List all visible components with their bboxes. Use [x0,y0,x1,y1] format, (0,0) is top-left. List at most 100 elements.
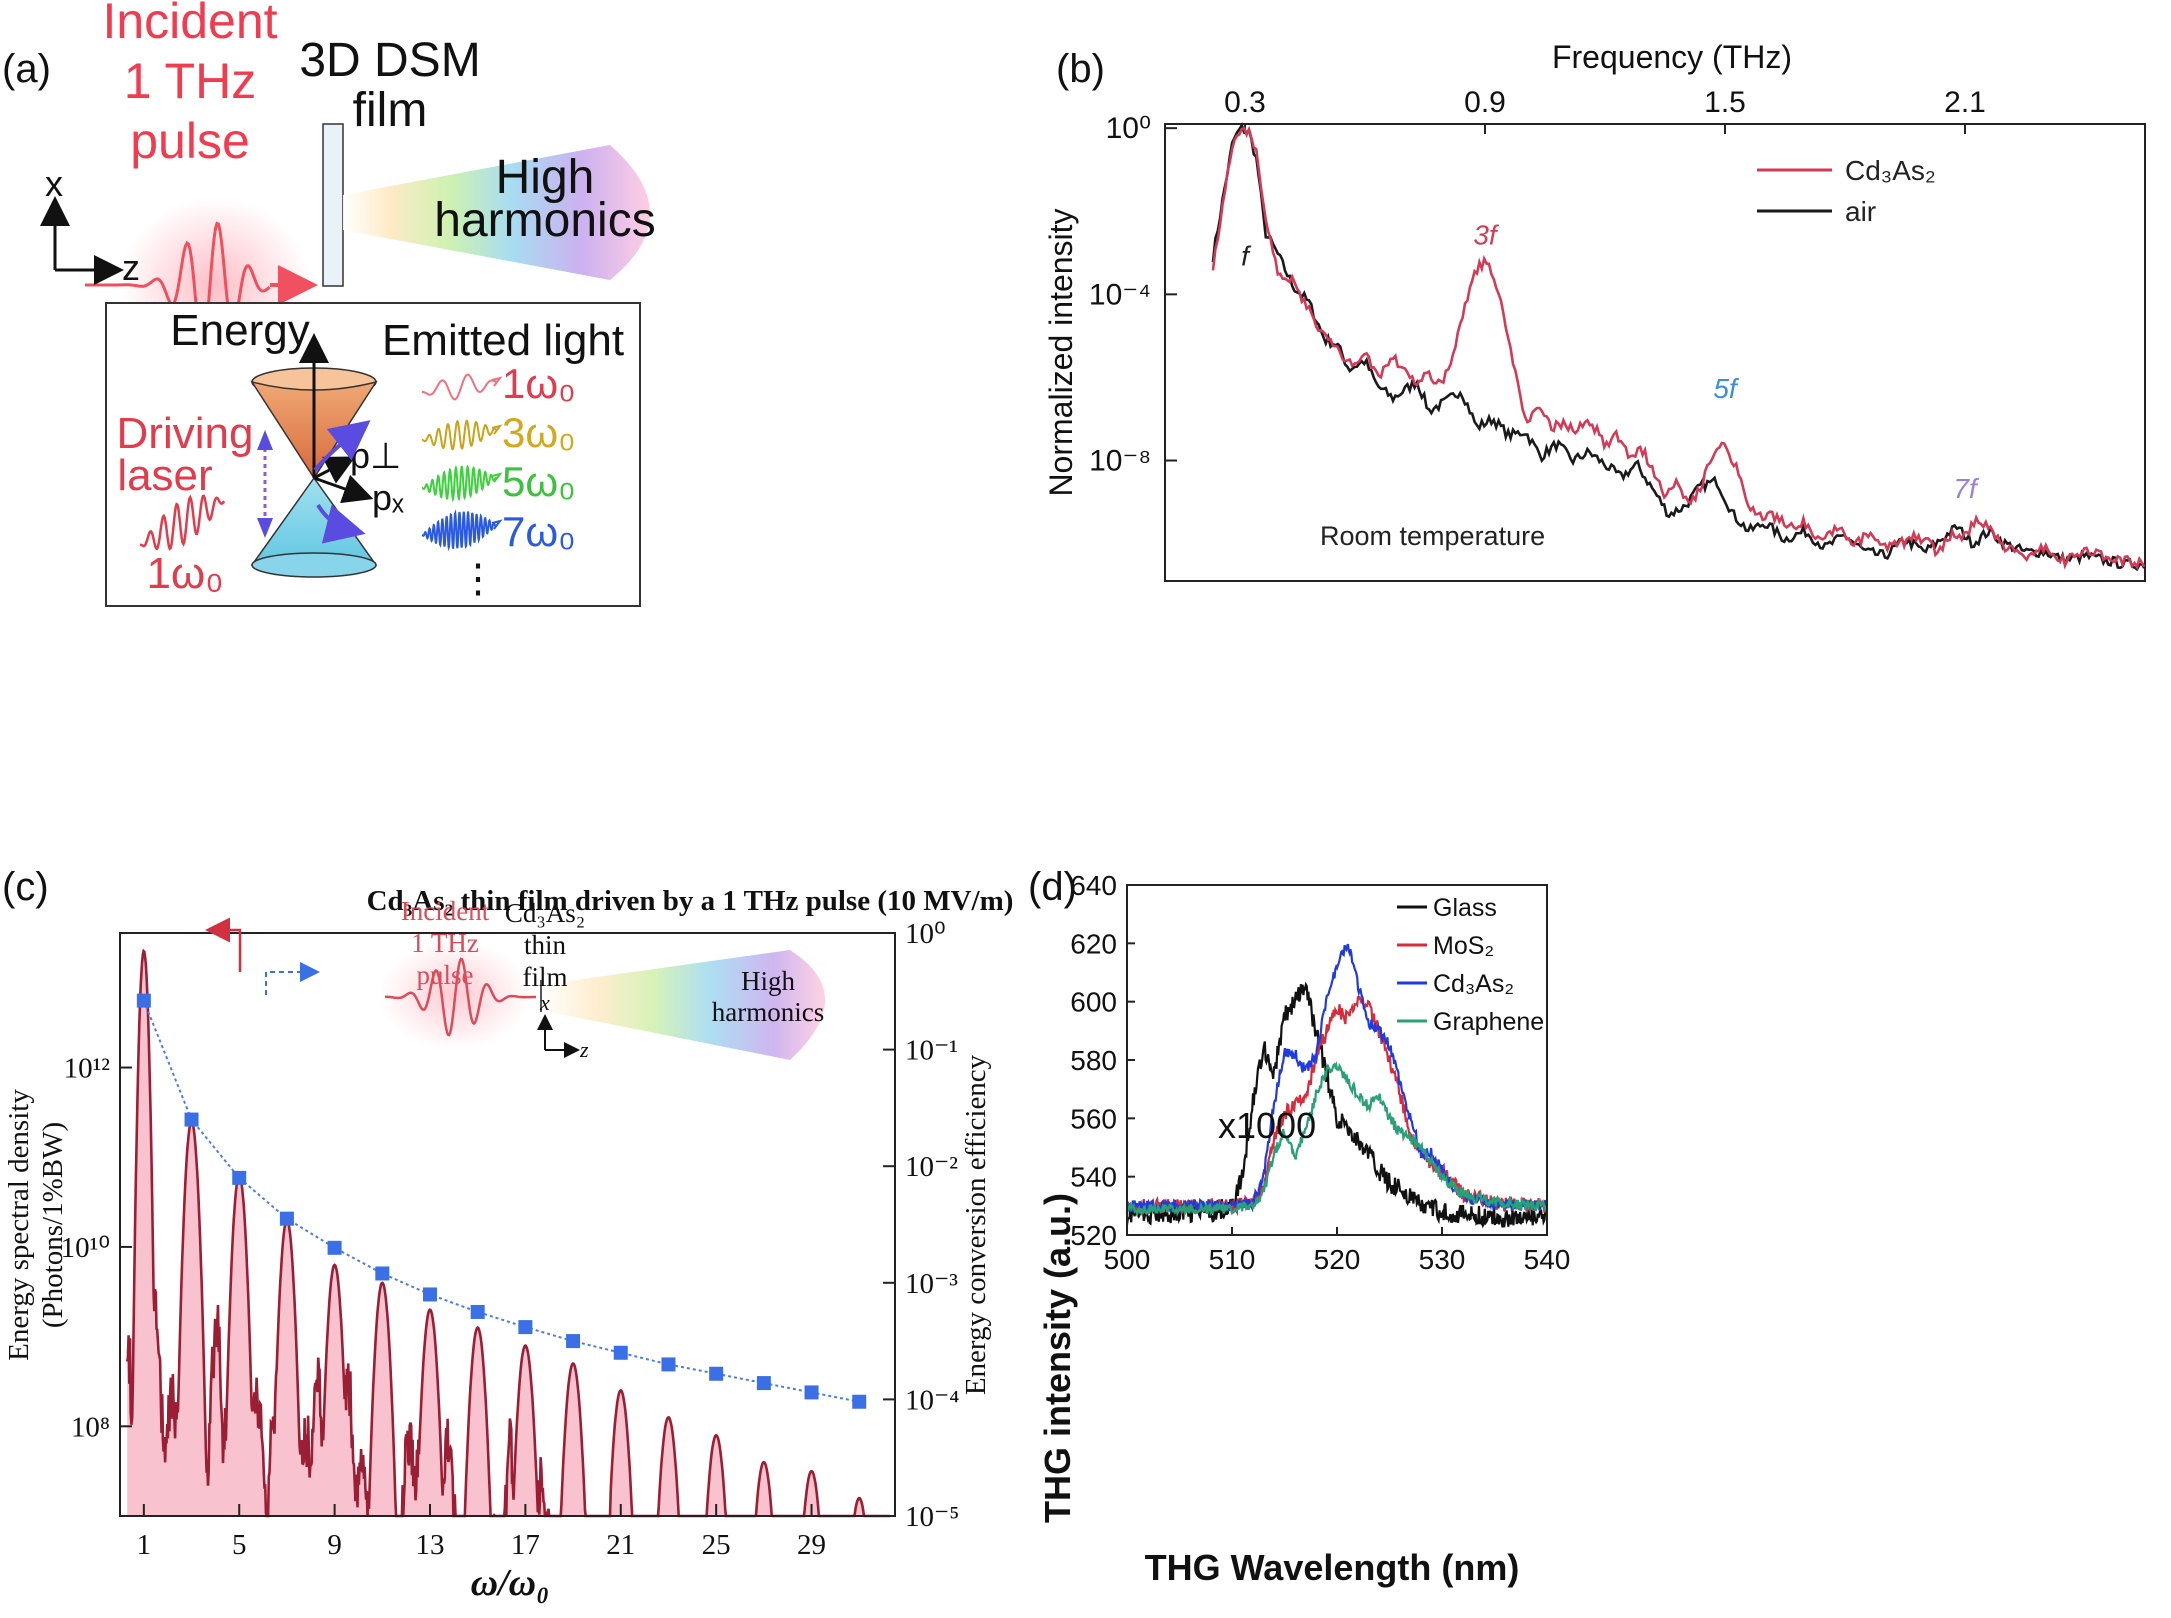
y-right-tick-label-0: 10⁰ [905,918,946,950]
series-line-cd3as2 [1211,125,2146,571]
legend-label-cd3as2: Cd₃As₂ [1845,155,1936,186]
peak-label-1: 3f [1473,219,1500,250]
inset-incident-line-3: pulse [417,960,474,990]
axis-z-label: z [122,247,140,288]
p-perp-label: p⊥ [350,435,401,476]
y-tick-label-d-5: 620 [1070,928,1117,959]
x-tick-label-d-2: 520 [1314,1244,1361,1275]
legend-label-air: air [1845,196,1876,227]
harmonics-label-1: High [496,151,595,204]
panel-a-label: (a) [2,47,51,91]
incident-pulse-label-1: Incident [102,0,277,49]
y-right-title: Energy conversion efficiency [960,1054,992,1395]
inset-axis-z-label: z [579,1037,589,1062]
x-tick-label-d-3: 530 [1419,1244,1466,1275]
incident-pulse-label-3: pulse [130,113,250,169]
driving-laser-wave [139,494,226,551]
efficiency-marker-3 [184,1112,199,1127]
inset-film-line-3: film [523,962,568,992]
y-tick-label-b-2: 10⁻⁸ [1089,445,1151,478]
order-3-label: 3ω₀ [502,409,576,456]
panel-a: (a) Incident 1 THz pulse 3D DSM film Hig… [0,0,1000,860]
efficiency-marker-9 [327,1240,342,1255]
inset-film-line-2: thin [524,930,567,960]
panel-c: (c) Cd₃As₂ thin film driven by a 1 THz p… [0,860,1013,1618]
legend-label-d-1: MoS₂ [1433,932,1494,960]
y-left-tick-label-2: 10¹² [64,1053,111,1085]
momentum-perp-arrow [313,456,356,484]
efficiency-marker-25 [709,1366,724,1381]
order-5-label: 5ω₀ [502,458,576,505]
efficiency-marker-5 [232,1170,247,1185]
y-right-tick-label-4: 10⁻⁴ [905,1384,959,1416]
x-tick-label-c-5: 21 [606,1529,635,1561]
x-tick-label-c-4: 17 [511,1529,540,1561]
axis-x-label: x [45,163,63,204]
inset-harmonics-line-1: High [741,966,796,996]
emitted-wave-5 [421,464,503,503]
right-axis-indicator-arrow [265,962,320,995]
electron-path-lower [316,503,366,544]
panel-c-chart: (c) Cd₃As₂ thin film driven by a 1 THz p… [2,865,1013,1604]
y-tick-label-d-1: 540 [1070,1162,1117,1193]
inset-harmonics-line-2: harmonics [712,997,824,1027]
efficiency-marker-29 [804,1385,819,1400]
legend-label-d-2: Cd₃As₂ [1433,970,1514,998]
driving-laser-label-2: laser [117,451,212,500]
top-x-axis-title: Frequency (THz) [1552,39,1792,75]
efficiency-marker-17 [518,1320,533,1335]
y-tick-label-b-1: 10⁻⁴ [1089,278,1151,311]
y-tick-label-d-0: 520 [1070,1220,1117,1251]
driving-freq-label: 1ω₀ [146,549,223,598]
x-tick-label-c-1: 5 [232,1529,247,1561]
lower-cone-base [251,552,377,578]
film-label-2: film [353,84,428,137]
panel-a-diagram: (a) Incident 1 THz pulse 3D DSM film Hig… [2,0,656,607]
panel-d: (d) 500 510 520 530 540 520 540 560 580 600 620 640… [1010,860,2171,1618]
y-tick-label-d-6: 640 [1070,870,1117,901]
emitted-wave-1 [422,373,503,401]
panel-d-chart: (d) 500 510 520 530 540 520 540 560 580 600 620 640… [1028,865,1571,1588]
efficiency-marker-13 [423,1287,437,1302]
x-axis-title-d: THG Wavelength (nm) [1145,1547,1520,1588]
efficiency-marker-21 [613,1345,628,1360]
y-tick-label-d-3: 580 [1070,1045,1117,1076]
harmonics-beam [343,145,650,280]
inset-axis-x-label: x [539,990,550,1015]
p-x-label: pₓ [372,477,404,518]
efficiency-marker-23 [661,1357,676,1372]
incident-pulse-label-2: 1 THz [124,53,256,109]
film-label-1: 3D DSM [299,34,480,87]
more-orders-dots: ⋮ [458,557,498,601]
emitted-wave-7 [421,509,503,552]
panel-c-label: (c) [2,865,49,909]
y-left-title-line-1: Energy spectral density [3,1089,35,1361]
dirac-cone-inset [105,302,641,607]
peak-label-2: 5f [1713,373,1740,404]
y-right-tick-label-3: 10⁻³ [905,1268,958,1300]
legend-label-d-3: Graphene [1433,1008,1544,1036]
efficiency-marker-31 [852,1394,867,1409]
x-tick-label-d-4: 540 [1524,1244,1571,1275]
x-tick-label-c-7: 29 [797,1529,826,1561]
legend-label-d-0: Glass [1433,894,1497,922]
x1000-note: x1000 [1218,1105,1316,1146]
momentum-x-arrow [313,474,374,504]
y-axis-title-b: Normalized intensity [1043,208,1079,496]
y-tick-label-b-0: 10⁰ [1106,112,1151,145]
spectral-density-line [125,948,890,1518]
y-left-tick-label-1: 10¹⁰ [61,1232,110,1264]
inset-energy-label: Energy [170,306,309,355]
efficiency-marker-15 [470,1304,485,1319]
efficiency-marker-11 [375,1266,390,1281]
inset-emitted-label: Emitted light [382,316,624,365]
peak-label-0: f [1241,240,1252,271]
room-temperature-note: Room temperature [1320,521,1545,551]
y-right-tick-label-5: 10⁻⁵ [905,1501,959,1533]
top-tick-label-0: 0.3 [1224,86,1266,119]
y-right-tick-label-2: 10⁻² [905,1151,958,1183]
x-tick-label-c-6: 25 [702,1529,731,1561]
harmonics-label-2: harmonics [434,194,655,247]
x-axis-title-c: ω/ω₀ [471,1562,550,1604]
x-tick-label-c-2: 9 [327,1529,342,1561]
